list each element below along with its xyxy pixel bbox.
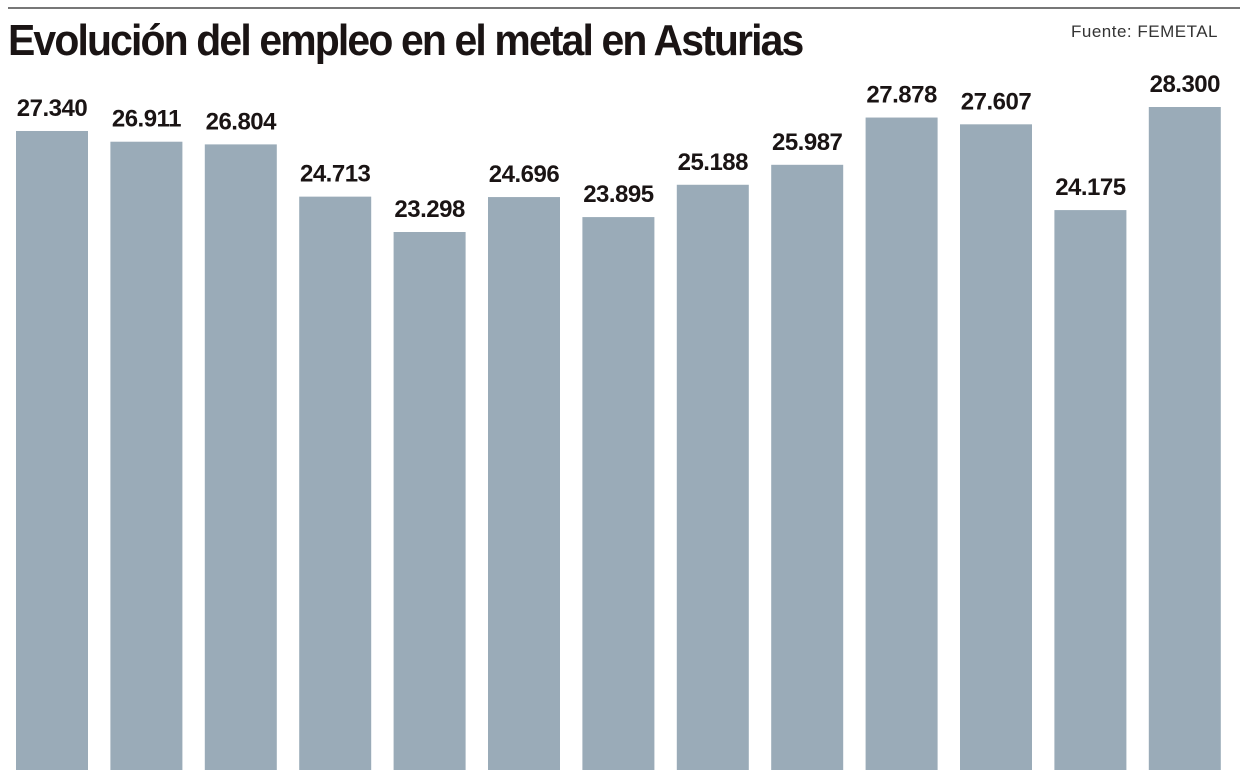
data-label: 27.878 xyxy=(866,82,937,109)
data-label: 25.188 xyxy=(678,149,749,176)
chart-title: Evolución del empleo en el metal en Astu… xyxy=(8,16,804,65)
bar xyxy=(393,232,466,770)
chart-source: Fuente: FEMETAL xyxy=(1070,22,1218,41)
bar xyxy=(771,164,844,770)
bar xyxy=(110,141,183,770)
data-label: 23.298 xyxy=(394,196,465,223)
data-label: 23.895 xyxy=(583,181,654,208)
bar xyxy=(582,217,655,770)
bar xyxy=(960,124,1032,770)
bar xyxy=(488,197,560,770)
bar xyxy=(676,184,749,770)
data-label: 25.987 xyxy=(772,129,843,156)
data-label: 26.911 xyxy=(112,106,181,133)
data-label: 24.713 xyxy=(300,161,371,188)
data-label: 26.804 xyxy=(206,108,278,135)
data-label: 27.340 xyxy=(17,95,88,122)
bar xyxy=(1054,210,1127,770)
top-rule xyxy=(8,7,1240,9)
data-label: 24.696 xyxy=(489,161,560,188)
data-label: 24.175 xyxy=(1055,174,1126,201)
bar xyxy=(204,144,277,770)
bar xyxy=(299,196,372,770)
bar xyxy=(865,117,938,770)
data-label: 28.300 xyxy=(1150,71,1221,98)
bar xyxy=(16,130,88,770)
data-label: 27.607 xyxy=(961,88,1032,115)
bar xyxy=(1148,107,1221,770)
